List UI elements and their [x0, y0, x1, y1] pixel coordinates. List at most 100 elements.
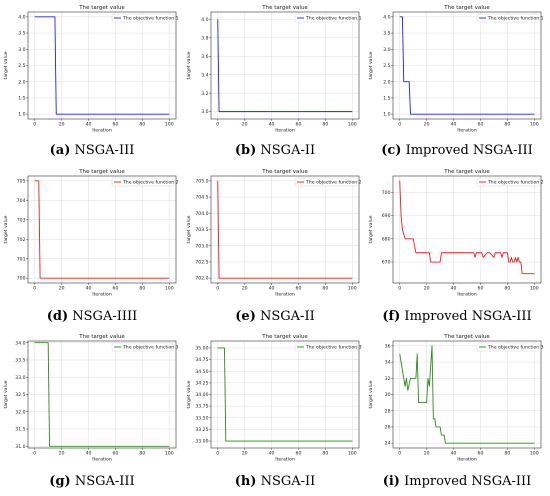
y-tick-label: 34.50 [195, 369, 208, 375]
x-tick-label: 20 [242, 451, 248, 457]
chart-svg: The target value 0 20 40 60 80 100 1.0 1.5 2.0 2.5… [3, 5, 179, 134]
series-line [217, 180, 353, 279]
caption-f: (f) Improved NSGA-III [367, 309, 547, 324]
x-tick-label: 40 [451, 286, 457, 292]
y-tick-label: 2.5 [18, 63, 25, 69]
chart-panel-d: The target value 0 20 40 60 80 100 700 701 702 703… [2, 166, 180, 302]
y-axis-label: target value [186, 51, 192, 79]
x-tick-label: 20 [424, 451, 430, 457]
y-tick-label: 704 [17, 198, 26, 204]
caption-letter: (f) [382, 309, 401, 324]
y-axis-label: target value [368, 380, 374, 408]
x-tick-label: 80 [139, 451, 145, 457]
y-axis-label: target value [368, 51, 374, 79]
y-tick-label: 700 [17, 276, 26, 282]
legend-label: The objective function 3 [122, 345, 179, 351]
caption-letter: (i) [382, 474, 400, 489]
y-tick-label: 2.0 [18, 79, 25, 85]
y-tick-label: 680 [382, 236, 391, 242]
x-axis-label: Iteration [275, 128, 295, 134]
x-tick-label: 40 [86, 286, 92, 292]
y-tick-label: 3.0 [18, 47, 25, 53]
x-tick-label: 60 [478, 451, 484, 457]
caption-letter: (c) [381, 143, 402, 158]
y-tick-label: 1.0 [383, 112, 390, 118]
caption-letter: (d) [46, 309, 69, 324]
chart-title: The target value [443, 5, 490, 11]
x-tick-label: 100 [165, 122, 174, 128]
x-axis-label: Iteration [275, 292, 295, 298]
y-tick-label: 30 [385, 392, 391, 398]
series-line [399, 16, 535, 115]
y-tick-label: 690 [382, 213, 391, 219]
x-tick-label: 100 [530, 451, 539, 457]
caption-b: (b) NSGA-II [185, 143, 365, 158]
legend-label: The objective function 2 [305, 180, 362, 186]
y-tick-label: 33.0 [15, 375, 25, 381]
chart-svg: The target value 0 20 40 60 80 100 670 680 690 700… [368, 169, 544, 298]
y-tick-label: 34.0 [15, 340, 25, 346]
legend-box [111, 177, 175, 187]
caption-letter: (g) [49, 474, 71, 489]
x-tick-label: 80 [322, 451, 328, 457]
y-tick-label: 33.25 [195, 427, 208, 433]
x-tick-label: 0 [216, 122, 219, 128]
chart-panel-a: The target value 0 20 40 60 80 100 1.0 1.5 2.0 2.5… [2, 2, 180, 138]
plot-frame [210, 11, 360, 120]
y-tick-label: 3.5 [383, 31, 390, 37]
caption-g: (g) NSGA-III [2, 474, 182, 489]
x-tick-label: 80 [139, 286, 145, 292]
x-tick-label: 60 [296, 451, 302, 457]
x-tick-label: 20 [59, 122, 65, 128]
x-tick-label: 40 [451, 451, 457, 457]
x-tick-label: 80 [504, 451, 510, 457]
legend-box [476, 342, 540, 352]
x-tick-label: 60 [296, 122, 302, 128]
caption-text: Improved NSGA-III [401, 143, 533, 158]
y-tick-label: 26 [385, 425, 391, 431]
y-tick-label: 32 [385, 376, 391, 382]
x-tick-label: 20 [424, 286, 430, 292]
chart-panel-e: The target value 0 20 40 60 80 100 702.0 702.5 70… [185, 166, 363, 302]
y-tick-label: 35.00 [195, 346, 208, 352]
y-tick-label: 3.5 [18, 31, 25, 37]
y-tick-label: 24 [385, 441, 391, 447]
caption-a: (a) NSGA-III [2, 143, 182, 158]
y-axis-label: target value [186, 215, 192, 243]
legend-label: The objective function 2 [487, 180, 544, 186]
legend-box [111, 13, 175, 23]
series-line [34, 180, 170, 279]
y-tick-label: 28 [385, 408, 391, 414]
chart-panel-b: The target value 0 20 40 60 80 100 3.0 3.2 3.4 3.6… [185, 2, 363, 138]
x-tick-label: 0 [398, 122, 401, 128]
x-tick-label: 100 [165, 286, 174, 292]
y-tick-label: 4.0 [201, 17, 208, 23]
x-tick-label: 80 [504, 122, 510, 128]
plot-frame [27, 175, 177, 284]
chart-title: The target value [78, 169, 125, 175]
y-tick-label: 703.0 [195, 243, 208, 249]
caption-text: NSGA-II [255, 309, 315, 324]
y-tick-label: 701 [17, 256, 26, 262]
series-line [217, 347, 353, 442]
chart-title: The target value [261, 5, 308, 11]
x-tick-label: 0 [216, 451, 219, 457]
x-tick-label: 40 [269, 451, 275, 457]
caption-text: NSGA-III [70, 143, 135, 158]
y-tick-label: 31.0 [15, 444, 25, 450]
caption-h: (h) NSGA-II [185, 474, 365, 489]
y-tick-label: 1.0 [18, 112, 25, 118]
y-tick-label: 3.2 [201, 91, 208, 97]
x-tick-label: 80 [322, 122, 328, 128]
y-tick-label: 3.4 [201, 72, 208, 78]
caption-i: (i) Improved NSGA-III [367, 474, 547, 489]
y-tick-label: 32.0 [15, 409, 25, 415]
x-tick-label: 60 [113, 286, 119, 292]
chart-panel-c: The target value 0 20 40 60 80 100 1.0 1.5 2.0 2.5… [367, 2, 545, 138]
y-tick-label: 3.0 [201, 109, 208, 115]
chart-panel-i: The target value 0 20 40 60 80 100 24 26 28 30 32 34… [367, 331, 545, 467]
y-axis-label: target value [186, 380, 192, 408]
y-tick-label: 4.0 [18, 14, 25, 20]
series-line [217, 19, 353, 113]
y-tick-label: 33.75 [195, 404, 208, 410]
